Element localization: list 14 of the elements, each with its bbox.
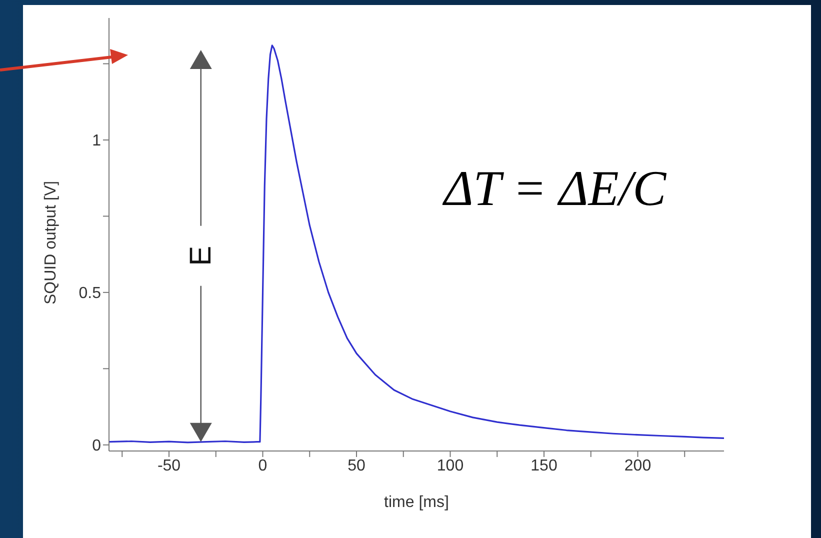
x-axis-title: time [ms]: [384, 494, 449, 511]
x-tick-label: 100: [436, 457, 464, 474]
x-tick-label: 150: [530, 457, 558, 474]
annotation: ΔT = ΔE/C: [442, 160, 667, 216]
annotation: E: [184, 246, 218, 266]
y-tick-label: 1: [92, 132, 102, 150]
y-tick-label: 0: [92, 438, 102, 455]
x-tick-label: -50: [157, 457, 181, 474]
line-series: [109, 44, 724, 444]
x-tick-label: 200: [624, 457, 652, 474]
x-tick-label: 50: [348, 457, 366, 474]
x-tick-label: 0: [258, 457, 268, 474]
y-axis-title: SQUID output [V]: [42, 180, 60, 304]
y-tick-label: 0.5: [78, 285, 102, 302]
